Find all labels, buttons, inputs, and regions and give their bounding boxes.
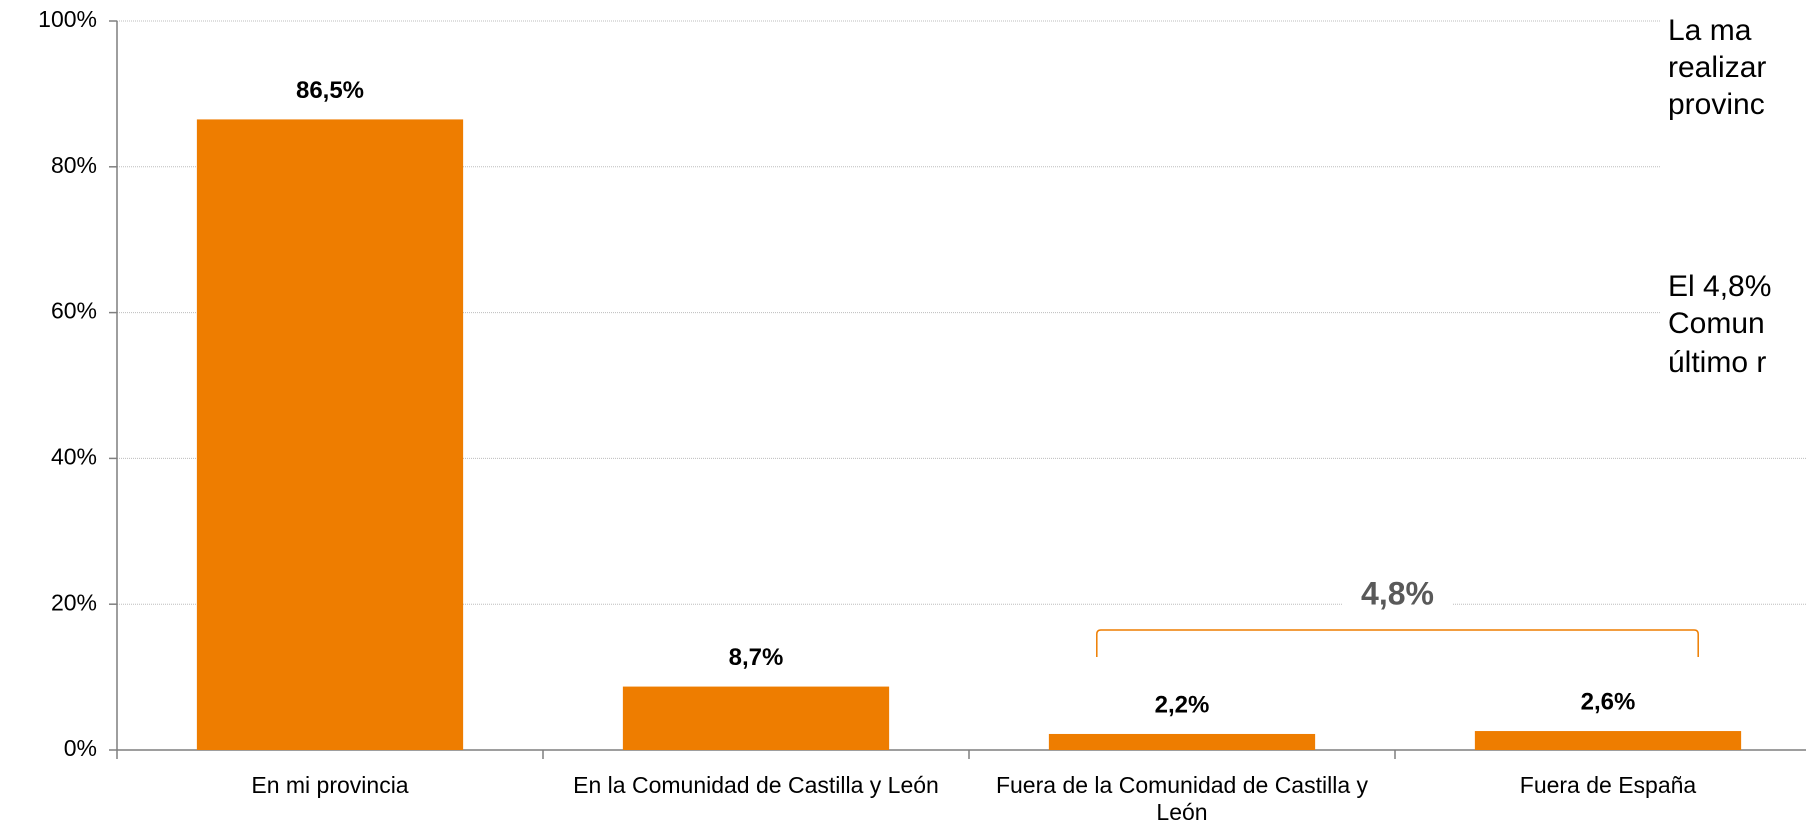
- bracket-label-bg: [1342, 578, 1453, 618]
- y-tick-label: 80%: [51, 152, 97, 178]
- annotation: último r: [1668, 346, 1766, 379]
- y-tick-label: 20%: [51, 589, 97, 615]
- value-label: 2,2%: [1155, 691, 1210, 718]
- y-tick-label: 0%: [64, 735, 97, 761]
- value-label: 2,6%: [1581, 688, 1636, 715]
- y-tick-label: 40%: [51, 443, 97, 469]
- value-label: 86,5%: [296, 77, 364, 104]
- bracket: [1096, 629, 1699, 657]
- y-tick-label: 100%: [38, 6, 97, 32]
- x-tick-label: Fuera de España: [1519, 772, 1697, 798]
- annotation: La ma: [1668, 14, 1752, 47]
- bar: [622, 686, 890, 750]
- text-panel: [1660, 0, 1806, 440]
- annotation: provinc: [1668, 88, 1765, 121]
- bar: [1474, 731, 1742, 750]
- x-tick-label: En mi provincia: [251, 772, 409, 798]
- x-tick-label: Fuera de la Comunidad de Castilla y León: [995, 772, 1369, 825]
- y-tick-label: 60%: [51, 298, 97, 324]
- bar: [196, 119, 464, 751]
- annotation: Comun: [1668, 307, 1765, 340]
- bar: [1048, 733, 1316, 750]
- annotation: realizar: [1668, 51, 1766, 84]
- value-label: 8,7%: [729, 644, 784, 671]
- bracket-label: 4,8%: [1361, 575, 1434, 611]
- annotation: El 4,8%: [1668, 270, 1771, 303]
- x-tick-label: En la Comunidad de Castilla y León: [573, 772, 939, 798]
